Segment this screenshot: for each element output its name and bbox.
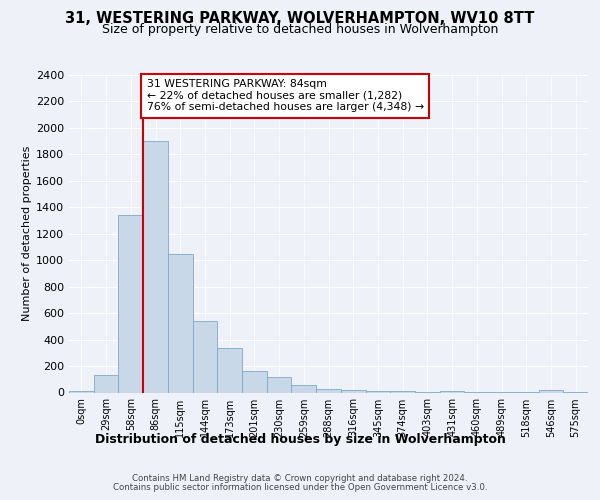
Text: 31, WESTERING PARKWAY, WOLVERHAMPTON, WV10 8TT: 31, WESTERING PARKWAY, WOLVERHAMPTON, WV… <box>65 11 535 26</box>
Text: Contains public sector information licensed under the Open Government Licence v3: Contains public sector information licen… <box>113 484 487 492</box>
Text: Contains HM Land Registry data © Crown copyright and database right 2024.: Contains HM Land Registry data © Crown c… <box>132 474 468 483</box>
Bar <box>242 370 267 392</box>
Text: Distribution of detached houses by size in Wolverhampton: Distribution of detached houses by size … <box>95 432 505 446</box>
Bar <box>217 348 242 393</box>
Text: 31 WESTERING PARKWAY: 84sqm
← 22% of detached houses are smaller (1,282)
76% of : 31 WESTERING PARKWAY: 84sqm ← 22% of det… <box>147 79 424 112</box>
Bar <box>118 215 143 392</box>
Bar <box>69 391 94 392</box>
Bar <box>292 384 316 392</box>
Bar <box>267 378 292 392</box>
Y-axis label: Number of detached properties: Number of detached properties <box>22 146 32 322</box>
Bar <box>341 390 365 392</box>
Bar <box>316 388 341 392</box>
Bar <box>168 254 193 392</box>
Text: Size of property relative to detached houses in Wolverhampton: Size of property relative to detached ho… <box>102 22 498 36</box>
Bar <box>440 390 464 392</box>
Bar <box>539 390 563 392</box>
Bar <box>390 391 415 392</box>
Bar <box>365 390 390 392</box>
Bar <box>94 376 118 392</box>
Bar <box>143 141 168 393</box>
Bar <box>193 321 217 392</box>
